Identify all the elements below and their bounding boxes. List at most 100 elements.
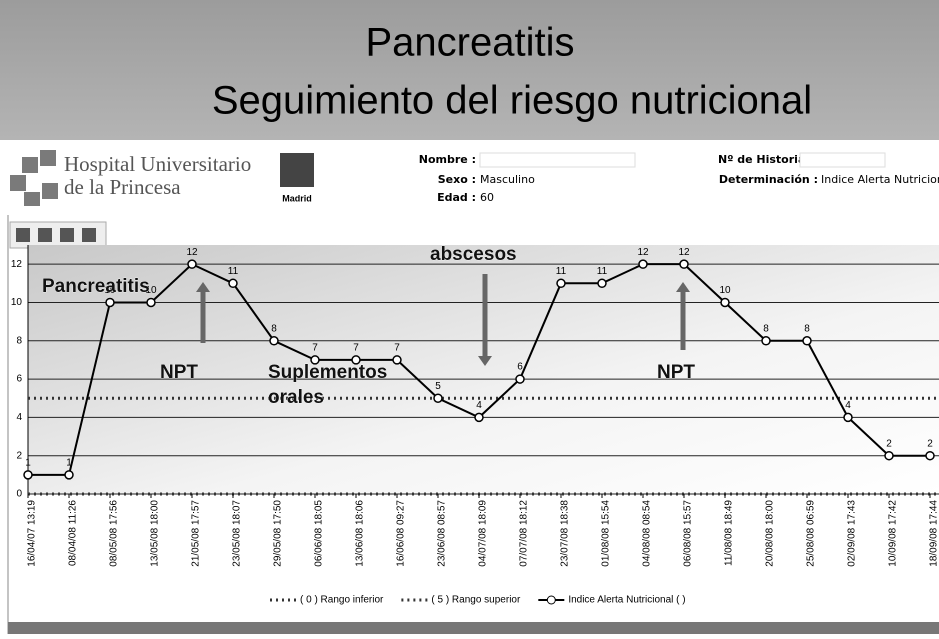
data-label: 12 bbox=[637, 247, 649, 258]
label: Nombre : bbox=[419, 153, 476, 166]
data-label: 10 bbox=[104, 285, 116, 296]
point bbox=[556, 278, 566, 289]
annotation: Pancreatitis bbox=[42, 276, 150, 297]
point bbox=[884, 450, 894, 461]
point bbox=[187, 259, 197, 269]
data-label: 12 bbox=[186, 247, 198, 258]
legend-marker bbox=[546, 595, 556, 605]
point bbox=[720, 297, 730, 308]
legend-label: Indice Alerta Nutricional ( ) bbox=[568, 595, 685, 606]
toolbar-icons[interactable] bbox=[16, 228, 96, 242]
label: Edad : bbox=[437, 191, 476, 204]
data-label: 2 bbox=[927, 438, 933, 449]
x-tick-label: 01/08/08 15:54 bbox=[601, 500, 612, 567]
point bbox=[515, 374, 525, 384]
x-tick-label: 13/05/08 18:00 bbox=[150, 500, 161, 567]
data-label: 7 bbox=[353, 343, 359, 354]
data-label: 7 bbox=[394, 343, 400, 354]
x-tick-label: 08/05/08 17:56 bbox=[109, 500, 120, 567]
x-tick-label: 02/09/08 17:43 bbox=[847, 500, 858, 567]
x-tick-label: 08/04/08 11:26 bbox=[68, 500, 79, 566]
data-label: 8 bbox=[271, 323, 277, 334]
point bbox=[351, 355, 361, 365]
value: Indice Alerta Nutricional bbox=[821, 173, 939, 186]
point bbox=[64, 470, 74, 480]
point bbox=[925, 450, 935, 461]
data-label: 11 bbox=[556, 266, 567, 277]
arrow-head bbox=[196, 282, 210, 292]
data-label: 10 bbox=[719, 285, 731, 296]
hospital-name: Hospital Universitario bbox=[64, 152, 251, 176]
point bbox=[146, 297, 156, 308]
field-box bbox=[479, 152, 636, 168]
data-label: 11 bbox=[228, 266, 239, 277]
annotation: orales bbox=[268, 387, 324, 408]
point bbox=[228, 278, 238, 289]
point bbox=[638, 259, 648, 269]
data-label: 12 bbox=[678, 247, 690, 258]
point bbox=[23, 470, 33, 480]
x-tick-label: 21/05/08 17:57 bbox=[191, 500, 202, 567]
title: Seguimiento del riesgo nutricional bbox=[212, 79, 812, 123]
data-label: 5 bbox=[435, 381, 441, 392]
title-band bbox=[0, 0, 939, 140]
y-tick-label: 8 bbox=[16, 335, 22, 346]
x-tick-label: 25/08/08 06:59 bbox=[806, 500, 817, 567]
point bbox=[843, 412, 853, 423]
x-tick-label: 04/08/08 08:54 bbox=[642, 500, 653, 567]
x-tick-label: 16/04/07 13:19 bbox=[27, 500, 38, 567]
x-tick-label: 18/09/08 17:44 bbox=[929, 500, 939, 567]
x-tick-label: 06/06/08 18:05 bbox=[314, 500, 325, 567]
x-tick-label: 29/05/08 17:50 bbox=[273, 500, 284, 567]
point bbox=[761, 336, 771, 346]
data-label: 4 bbox=[845, 400, 851, 411]
field-box bbox=[799, 152, 886, 168]
data-label: 11 bbox=[597, 266, 608, 277]
point bbox=[597, 278, 607, 289]
x-tick-label: 11/08/08 18:49 bbox=[724, 500, 735, 566]
data-label: 1 bbox=[66, 457, 72, 468]
legend-label: ( 5 ) Rango superior bbox=[431, 595, 521, 606]
flag bbox=[280, 153, 314, 187]
data-label: 10 bbox=[145, 285, 157, 296]
annotation: abscesos bbox=[430, 244, 517, 265]
data-label: 8 bbox=[763, 323, 769, 334]
label: Nº de Historia bbox=[718, 153, 805, 166]
data-label: 1 bbox=[25, 457, 31, 468]
region: Madrid bbox=[282, 193, 312, 203]
x-tick-label: 07/07/08 18:12 bbox=[519, 500, 530, 567]
point bbox=[474, 412, 484, 423]
hospital-name: de la Princesa bbox=[64, 175, 181, 199]
y-tick-label: 0 bbox=[16, 489, 22, 500]
logo bbox=[10, 150, 58, 206]
x-tick-label: 23/07/08 18:38 bbox=[560, 500, 571, 567]
annotation: Suplementos bbox=[268, 362, 387, 383]
point bbox=[105, 297, 115, 308]
x-tick-label: 16/06/08 09:27 bbox=[396, 500, 407, 567]
annotation: NPT bbox=[160, 362, 198, 383]
x-tick-label: 23/05/08 18:07 bbox=[232, 500, 243, 567]
y-tick-label: 4 bbox=[16, 412, 22, 423]
data-label: 2 bbox=[886, 438, 892, 449]
x-tick-label: 06/08/08 15:57 bbox=[683, 500, 694, 567]
point bbox=[392, 355, 402, 365]
x-tick-label: 20/08/08 18:00 bbox=[765, 500, 776, 567]
point bbox=[269, 336, 279, 346]
value: 60 bbox=[480, 191, 494, 204]
value: Masculino bbox=[480, 173, 535, 186]
label: Determinación : bbox=[719, 173, 818, 186]
data-label: 6 bbox=[517, 362, 523, 373]
legend-label: ( 0 ) Rango inferior bbox=[300, 595, 384, 606]
point bbox=[433, 393, 443, 403]
bottom-bar bbox=[8, 622, 939, 634]
point bbox=[802, 336, 812, 346]
data-label: 8 bbox=[804, 323, 810, 334]
y-tick-label: 10 bbox=[11, 297, 23, 308]
y-tick-label: 6 bbox=[16, 374, 22, 385]
x-tick-label: 10/09/08 17:42 bbox=[888, 500, 899, 567]
arrow-head bbox=[676, 282, 690, 292]
y-tick-label: 2 bbox=[16, 450, 22, 461]
x-tick-label: 04/07/08 18:09 bbox=[478, 500, 489, 567]
x-tick-label: 13/06/08 18:06 bbox=[355, 500, 366, 567]
